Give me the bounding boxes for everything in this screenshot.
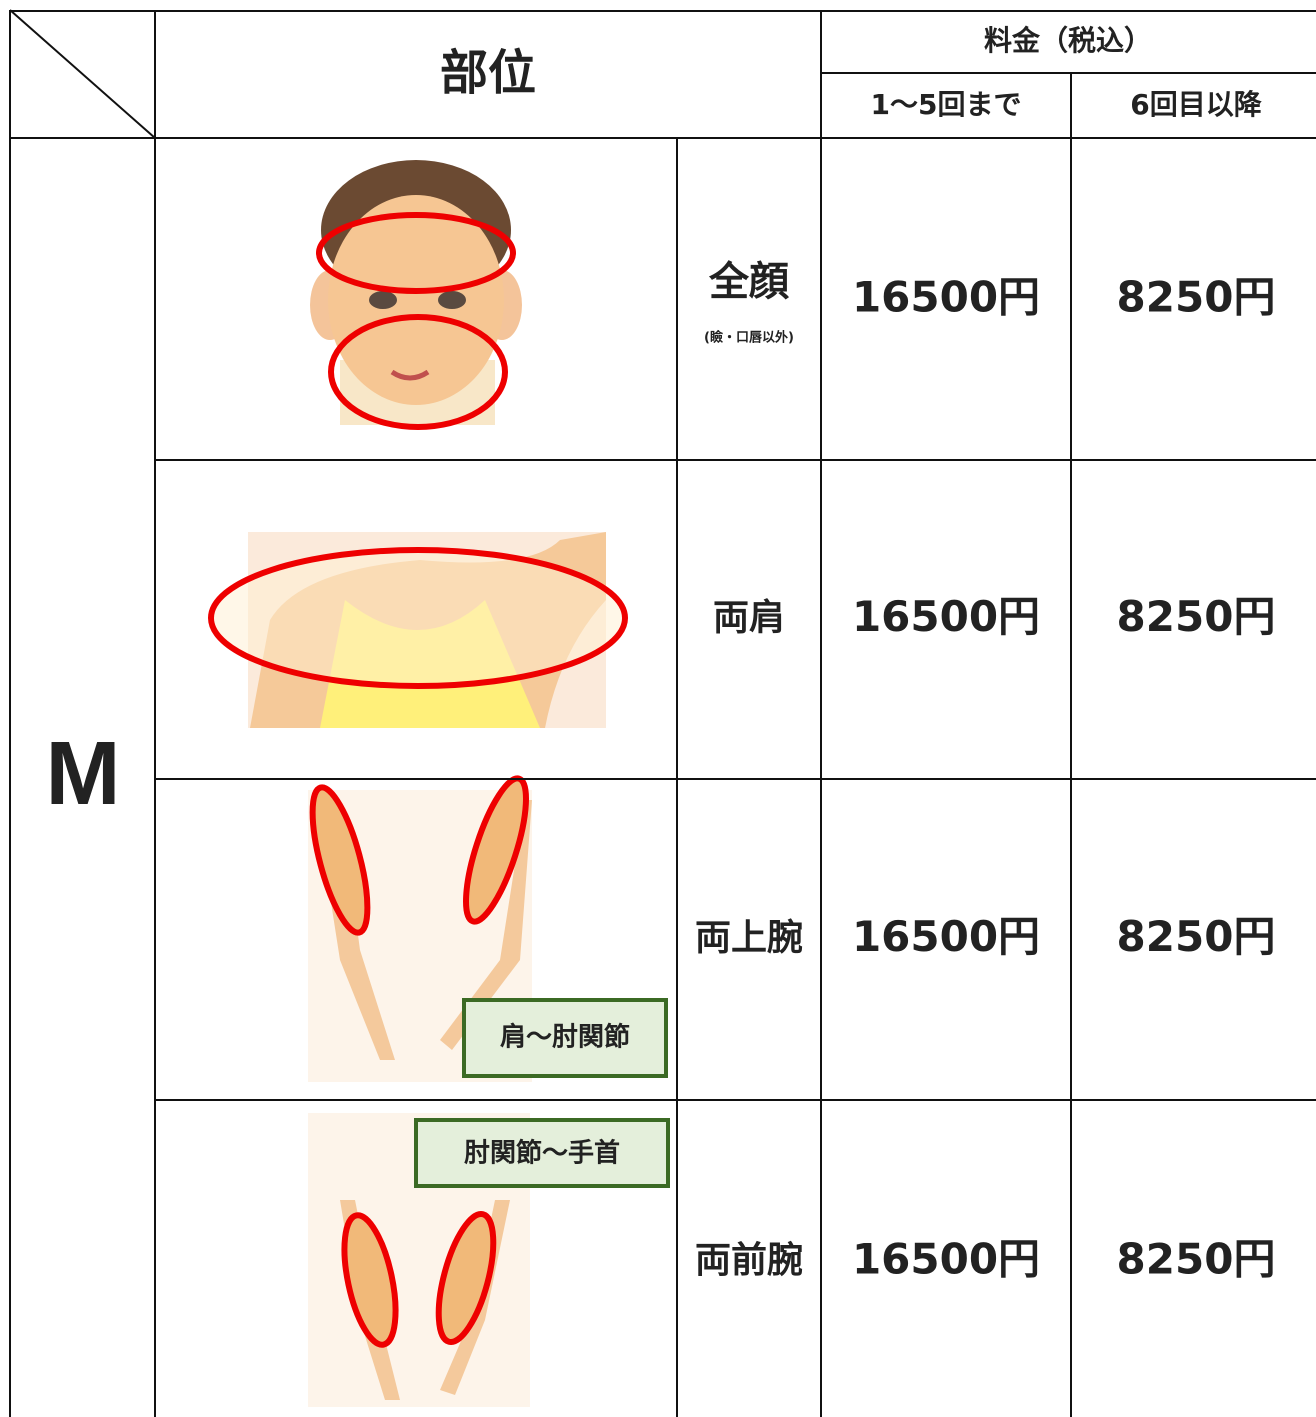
- part-name: 両前腕: [695, 1239, 803, 1281]
- price-first: 16500円: [852, 273, 1040, 322]
- area-tag: 肘関節〜手首: [464, 1138, 620, 1169]
- upper-arm-illustration: [308, 775, 668, 1082]
- part-name: 両上腕: [695, 917, 803, 959]
- part-note: (瞼・口唇以外): [704, 330, 794, 346]
- header-price: 料金（税込）: [984, 24, 1152, 57]
- price-after: 8250円: [1117, 273, 1276, 322]
- forearm-illustration: [308, 1113, 670, 1407]
- group-label: M: [46, 724, 121, 824]
- part-name: 両肩: [713, 597, 785, 639]
- area-tag: 肩〜肘関節: [500, 1022, 630, 1053]
- part-name: 全顔: [708, 259, 789, 305]
- price-first: 16500円: [852, 1235, 1040, 1284]
- price-first: 16500円: [852, 592, 1040, 641]
- face-illustration: [310, 160, 522, 430]
- header-first: 1〜5回まで: [871, 88, 1022, 121]
- price-after: 8250円: [1117, 592, 1276, 641]
- price-after: 8250円: [1117, 912, 1276, 961]
- header-after: 6回目以降: [1130, 88, 1262, 121]
- header-part: 部位: [440, 45, 536, 101]
- table-grid: [9, 9, 1316, 1417]
- price-first: 16500円: [852, 912, 1040, 961]
- shoulder-illustration: [208, 532, 628, 728]
- price-after: 8250円: [1117, 1235, 1276, 1284]
